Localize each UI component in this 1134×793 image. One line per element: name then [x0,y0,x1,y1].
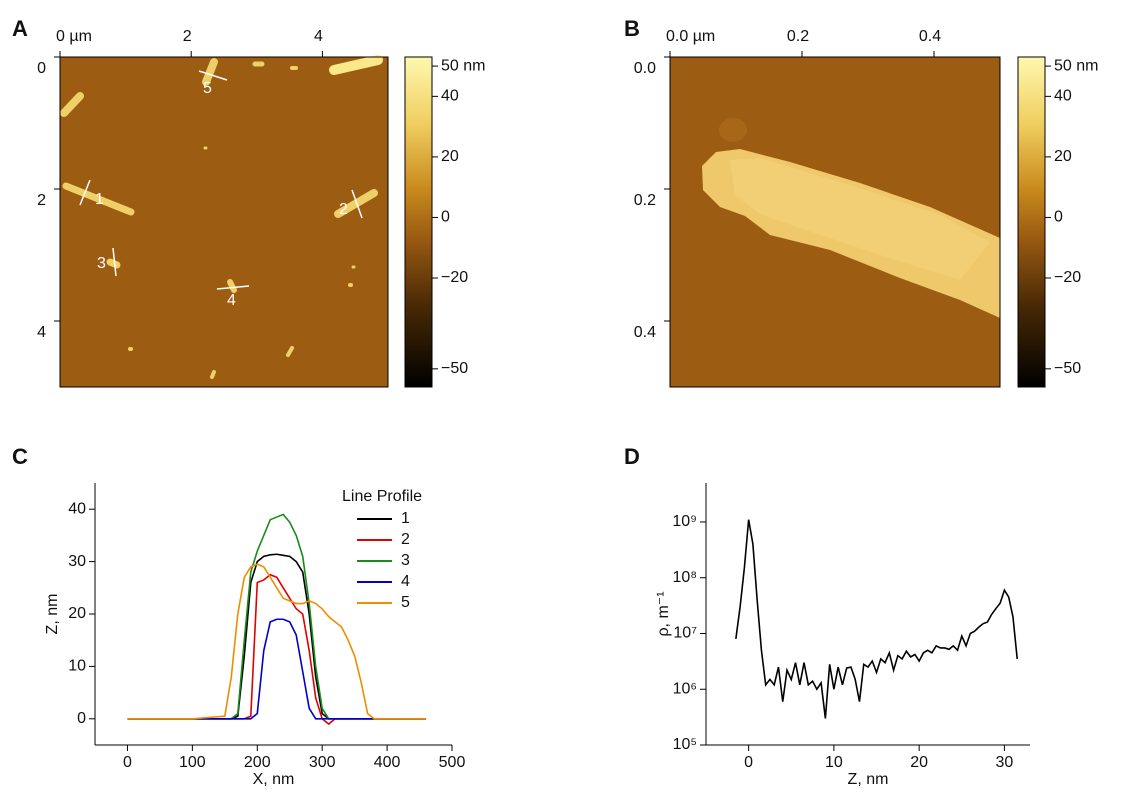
afm-image-a: 1 2 3 4 5 [60,55,388,387]
x-tick-label: 200 [244,754,271,771]
x-tick-label: 0.0 µm [666,28,715,45]
x-tick-label: 4 [314,28,323,45]
colorbar-tick-label: −50 [441,360,468,377]
y-tick-label: 0.0 [634,60,656,77]
profile-label: 1 [95,191,104,208]
panel-label: C [12,444,28,469]
colorbar-tick-label: 40 [441,88,459,105]
colorbar-tick-label: 50 nm [1054,57,1098,74]
profile-line [127,513,427,720]
y-axis-title: Z, nm [44,594,61,635]
legend-label: 3 [401,552,410,569]
y-tick-label: 0.2 [634,192,656,209]
legend-label: 4 [401,573,410,590]
y-tick-label: 0 [37,60,46,77]
density-line [735,519,1019,719]
y-tick-label: 4 [37,324,46,341]
colorbar [404,56,433,388]
image-frame [59,56,389,388]
colorbar-tick-label: 20 [441,148,459,165]
colorbar-tick-label: 40 [1054,88,1072,105]
afm-image-b [670,57,1000,387]
image-frame [669,56,1001,388]
x-tick-label: 20 [910,754,928,771]
panel-label: B [624,16,640,41]
y-tick-label: 0.4 [634,324,656,341]
profile-label: 5 [203,80,212,97]
y-tick-label: 10⁵ [673,736,697,753]
colorbar-tick-label: −20 [1054,269,1081,286]
x-tick-label: 100 [179,754,206,771]
legend-label: 1 [401,510,410,527]
profile-label: 3 [97,255,106,272]
y-tick-label: 2 [37,192,46,209]
colorbar-tick-label: 0 [1054,209,1063,226]
colorbar-tick-label: −50 [1054,360,1081,377]
colorbar-tick-label: 50 nm [441,57,485,74]
y-tick-label: 10⁷ [673,625,697,642]
legend-title: Line Profile [342,488,422,505]
y-tick-label: 0 [77,710,86,727]
y-tick-label: 20 [68,605,86,622]
x-tick-label: 400 [374,754,401,771]
colorbar [1017,56,1046,388]
profile-label: 2 [339,201,348,218]
x-tick-label: 0.2 [787,28,809,45]
profile-line [127,573,427,726]
x-tick-label: 2 [183,28,192,45]
x-tick-label: 300 [309,754,336,771]
colorbar-tick-label: 0 [441,209,450,226]
x-tick-label: 10 [825,754,843,771]
x-axis-title: X, nm [253,771,295,788]
x-axis-title: Z, nm [848,771,889,788]
profile-line [127,563,427,720]
panel-label: A [12,16,28,41]
x-tick-label: 0 [123,754,132,771]
colorbar-tick-label: 20 [1054,148,1072,165]
y-tick-label: 30 [68,553,86,570]
y-tick-label: 40 [68,500,86,517]
x-tick-label: 500 [439,754,466,771]
x-tick-label: 0.4 [919,28,941,45]
legend-label: 2 [401,531,410,548]
y-axis-title: ρ, m⁻¹ [655,591,672,636]
y-tick-label: 10⁶ [673,680,697,697]
colorbar-tick-label: −20 [441,269,468,286]
legend-label: 5 [401,594,410,611]
profile-line [127,553,427,720]
profile-label: 4 [227,292,236,309]
y-tick-label: 10⁸ [672,569,697,586]
y-tick-label: 10 [68,658,86,675]
x-tick-label: 0 µm [56,28,92,45]
x-tick-label: 30 [996,754,1014,771]
x-tick-label: 0 [744,754,753,771]
y-tick-label: 10⁹ [672,513,697,530]
profile-line [127,618,427,720]
panel-label: D [624,444,640,469]
